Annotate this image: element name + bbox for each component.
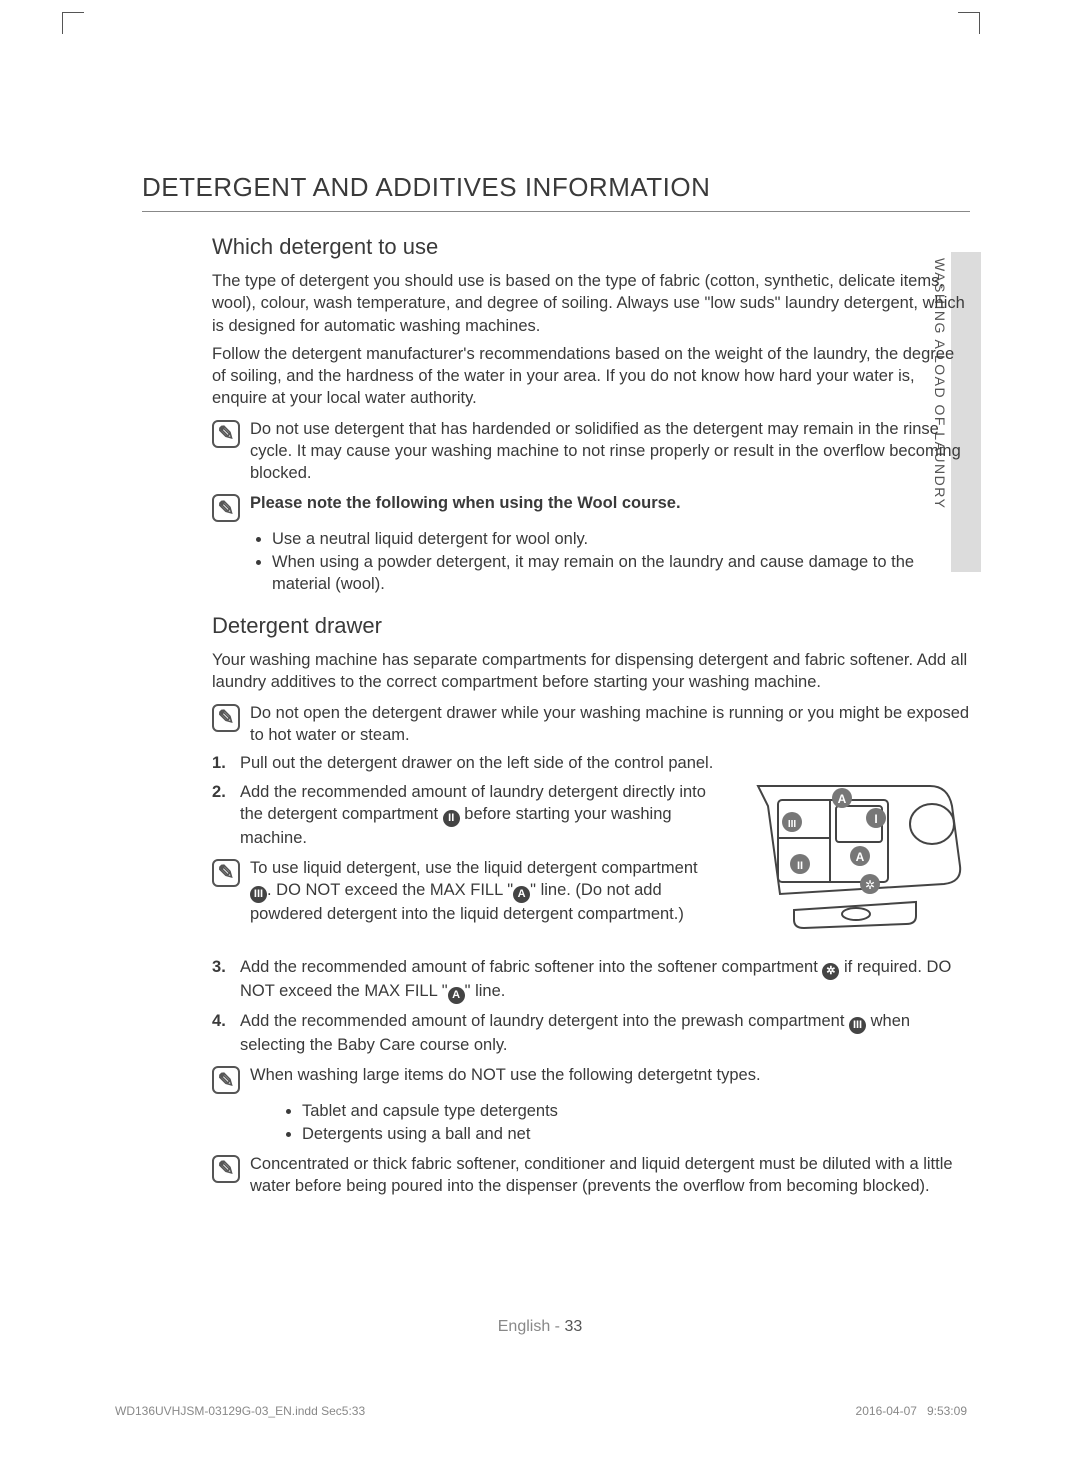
- max-fill-A-icon: A: [448, 987, 465, 1004]
- section1-note2-title: Please note the following when using the…: [250, 492, 970, 514]
- bullet-item: When using a powder detergent, it may re…: [272, 551, 970, 596]
- section2-p1: Your washing machine has separate compar…: [212, 649, 970, 694]
- compartment-II-icon: II: [443, 810, 460, 827]
- section2-noteB: ✎ To use liquid detergent, use the liqui…: [212, 857, 716, 925]
- svg-text:I: I: [874, 812, 877, 826]
- compartment-III-icon: III: [250, 886, 267, 903]
- drawer-diagram: A I III A II ✲: [730, 756, 970, 956]
- step-1: Pull out the detergent drawer on the lef…: [212, 752, 716, 774]
- main-title: DETERGENT AND ADDITIVES INFORMATION: [142, 172, 970, 212]
- section2-noteC: ✎ When washing large items do NOT use th…: [212, 1064, 970, 1094]
- section1-note2-bullets: Use a neutral liquid detergent for wool …: [212, 528, 970, 595]
- section1-note1-text: Do not use detergent that has hardended …: [250, 418, 970, 485]
- svg-text:II: II: [797, 860, 803, 872]
- steps-list: Pull out the detergent drawer on the lef…: [212, 752, 716, 849]
- steps-list-cont: Add the recommended amount of fabric sof…: [212, 956, 970, 1056]
- step-2: Add the recommended amount of laundry de…: [212, 781, 716, 849]
- section2-noteD-text: Concentrated or thick fabric softener, c…: [250, 1153, 970, 1198]
- svg-text:A: A: [838, 792, 847, 806]
- step-4: Add the recommended amount of laundry de…: [212, 1010, 970, 1056]
- section2-noteA-text: Do not open the detergent drawer while y…: [250, 702, 970, 747]
- max-fill-A-icon: A: [513, 886, 530, 903]
- note-icon: ✎: [212, 704, 240, 732]
- bullet-item: Use a neutral liquid detergent for wool …: [272, 528, 970, 550]
- section2-noteB-text: To use liquid detergent, use the liquid …: [250, 857, 716, 925]
- page-footer-center: English - 33: [0, 1318, 1080, 1336]
- footer-lang: English -: [498, 1318, 565, 1335]
- svg-text:A: A: [856, 850, 865, 864]
- softener-icon: ✲: [822, 963, 839, 980]
- footer-file: WD136UVHJSM-03129G-03_EN.indd Sec5:33: [115, 1404, 365, 1418]
- svg-text:✲: ✲: [865, 878, 875, 892]
- svg-text:III: III: [788, 819, 797, 830]
- section2-noteC-text: When washing large items do NOT use the …: [250, 1064, 970, 1086]
- section2-noteC-bullets: Tablet and capsule type detergents Deter…: [212, 1100, 970, 1145]
- steps-and-diagram: Pull out the detergent drawer on the lef…: [212, 752, 970, 956]
- footer-page-number: 33: [564, 1318, 582, 1335]
- note-icon: ✎: [212, 494, 240, 522]
- step-3: Add the recommended amount of fabric sof…: [212, 956, 970, 1004]
- bullet-item: Tablet and capsule type detergents: [302, 1100, 970, 1122]
- section2-noteA: ✎ Do not open the detergent drawer while…: [212, 702, 970, 747]
- bullet-item: Detergents using a ball and net: [302, 1123, 970, 1145]
- crop-mark-tr: [958, 12, 980, 34]
- steps-column: Pull out the detergent drawer on the lef…: [212, 752, 716, 931]
- crop-mark-tl: [62, 12, 84, 34]
- section1-p1: The type of detergent you should use is …: [212, 270, 970, 337]
- compartment-III-icon: III: [849, 1017, 866, 1034]
- section1-p2: Follow the detergent manufacturer's reco…: [212, 343, 970, 410]
- section1-title: Which detergent to use: [212, 234, 970, 260]
- section2-title: Detergent drawer: [212, 613, 970, 639]
- note-icon: ✎: [212, 859, 240, 887]
- content-area: Which detergent to use The type of deter…: [142, 234, 970, 1197]
- page-body: DETERGENT AND ADDITIVES INFORMATION Whic…: [142, 172, 970, 1341]
- note-icon: ✎: [212, 420, 240, 448]
- note-icon: ✎: [212, 1066, 240, 1094]
- section2-noteD: ✎ Concentrated or thick fabric softener,…: [212, 1153, 970, 1198]
- section1-note1: ✎ Do not use detergent that has hardende…: [212, 418, 970, 485]
- section1-note2: ✎ Please note the following when using t…: [212, 492, 970, 522]
- note-icon: ✎: [212, 1155, 240, 1183]
- footer-datetime: 2016-04-07 9:53:09: [856, 1404, 967, 1418]
